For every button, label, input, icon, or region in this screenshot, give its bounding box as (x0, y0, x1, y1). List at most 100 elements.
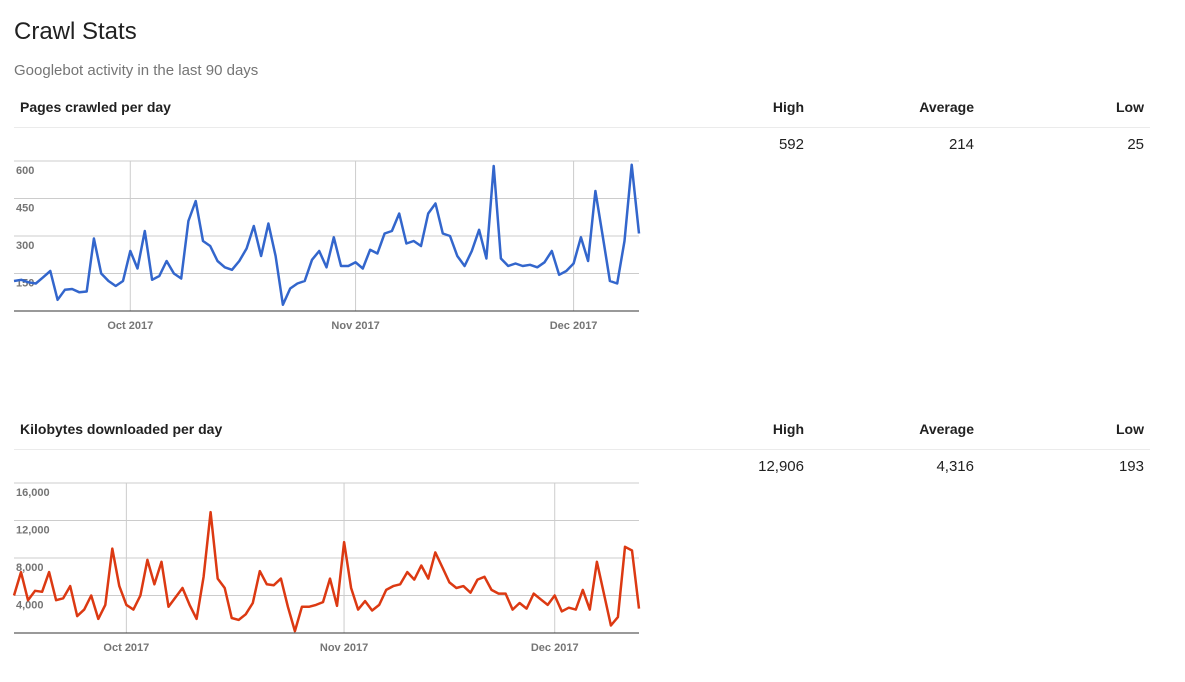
data-point[interactable] (286, 605, 290, 609)
data-point[interactable] (56, 298, 60, 302)
data-point[interactable] (546, 603, 550, 607)
data-point[interactable] (303, 279, 307, 283)
data-point[interactable] (41, 275, 45, 279)
data-point[interactable] (252, 224, 256, 228)
data-point[interactable] (511, 608, 515, 612)
data-point[interactable] (461, 584, 465, 588)
data-point[interactable] (539, 597, 543, 601)
data-point[interactable] (397, 212, 401, 216)
data-point[interactable] (92, 237, 96, 241)
data-point[interactable] (383, 232, 387, 236)
data-point[interactable] (419, 244, 423, 248)
data-point[interactable] (616, 615, 620, 619)
data-point[interactable] (136, 267, 140, 271)
data-point[interactable] (179, 277, 183, 281)
data-point[interactable] (314, 603, 318, 607)
data-point[interactable] (110, 547, 114, 551)
data-point[interactable] (328, 577, 332, 581)
data-point[interactable] (230, 616, 234, 620)
data-point[interactable] (550, 249, 554, 253)
data-point[interactable] (525, 607, 529, 611)
data-point[interactable] (165, 259, 169, 263)
data-point[interactable] (426, 212, 430, 216)
data-point[interactable] (152, 582, 156, 586)
data-point[interactable] (535, 265, 539, 269)
data-point[interactable] (26, 598, 30, 602)
data-point[interactable] (279, 577, 283, 581)
data-point[interactable] (223, 265, 227, 269)
data-point[interactable] (608, 279, 612, 283)
data-point[interactable] (295, 282, 299, 286)
data-point[interactable] (174, 595, 178, 599)
data-point[interactable] (441, 232, 445, 236)
data-point[interactable] (484, 257, 488, 261)
data-point[interactable] (61, 596, 65, 600)
data-point[interactable] (75, 614, 79, 618)
data-point[interactable] (150, 278, 154, 282)
data-point[interactable] (194, 199, 198, 203)
data-point[interactable] (572, 262, 576, 266)
data-point[interactable] (195, 617, 199, 621)
data-point[interactable] (609, 624, 613, 628)
data-point[interactable] (528, 263, 532, 267)
data-point[interactable] (202, 575, 206, 579)
data-point[interactable] (85, 290, 89, 294)
data-point[interactable] (579, 235, 583, 239)
data-point[interactable] (356, 608, 360, 612)
data-point[interactable] (601, 234, 605, 238)
data-point[interactable] (237, 259, 241, 263)
data-point[interactable] (251, 601, 255, 605)
data-point[interactable] (317, 249, 321, 253)
data-point[interactable] (426, 577, 430, 581)
data-point[interactable] (339, 264, 343, 268)
data-point[interactable] (497, 592, 501, 596)
data-point[interactable] (332, 235, 336, 239)
data-point[interactable] (586, 259, 590, 263)
data-point[interactable] (274, 254, 278, 258)
data-point[interactable] (637, 607, 641, 611)
data-point[interactable] (19, 570, 23, 574)
data-point[interactable] (557, 273, 561, 277)
data-point[interactable] (398, 582, 402, 586)
data-point[interactable] (615, 282, 619, 286)
data-point[interactable] (33, 589, 37, 593)
data-point[interactable] (440, 565, 444, 569)
data-point[interactable] (145, 558, 149, 562)
pages-crawled-chart[interactable]: 150 300 450 600 Oct 2017 Nov 2017 Dec 2017 (12, 157, 654, 339)
data-point[interactable] (237, 618, 241, 622)
data-point[interactable] (412, 239, 416, 243)
data-point[interactable] (40, 590, 44, 594)
data-point[interactable] (47, 570, 51, 574)
data-point[interactable] (259, 254, 263, 258)
data-point[interactable] (390, 229, 394, 233)
data-point[interactable] (223, 586, 227, 590)
data-point[interactable] (19, 278, 23, 282)
data-point[interactable] (447, 580, 451, 584)
data-point[interactable] (483, 575, 487, 579)
data-point[interactable] (468, 591, 472, 595)
data-point[interactable] (492, 164, 496, 168)
data-point[interactable] (463, 264, 467, 268)
data-point[interactable] (454, 586, 458, 590)
data-point[interactable] (490, 588, 494, 592)
data-point[interactable] (245, 247, 249, 251)
data-point[interactable] (215, 259, 219, 263)
data-point[interactable] (12, 594, 16, 598)
data-point[interactable] (293, 629, 297, 633)
data-point[interactable] (138, 594, 142, 598)
data-point[interactable] (499, 257, 503, 261)
data-point[interactable] (504, 592, 508, 596)
data-point[interactable] (375, 252, 379, 256)
data-point[interactable] (412, 578, 416, 582)
data-point[interactable] (581, 588, 585, 592)
data-point[interactable] (404, 242, 408, 246)
data-point[interactable] (321, 600, 325, 604)
data-point[interactable] (12, 279, 16, 283)
data-point[interactable] (181, 586, 185, 590)
data-point[interactable] (518, 601, 522, 605)
data-point[interactable] (630, 163, 634, 167)
data-point[interactable] (567, 606, 571, 610)
data-point[interactable] (186, 219, 190, 223)
data-point[interactable] (433, 550, 437, 554)
data-point[interactable] (405, 570, 409, 574)
